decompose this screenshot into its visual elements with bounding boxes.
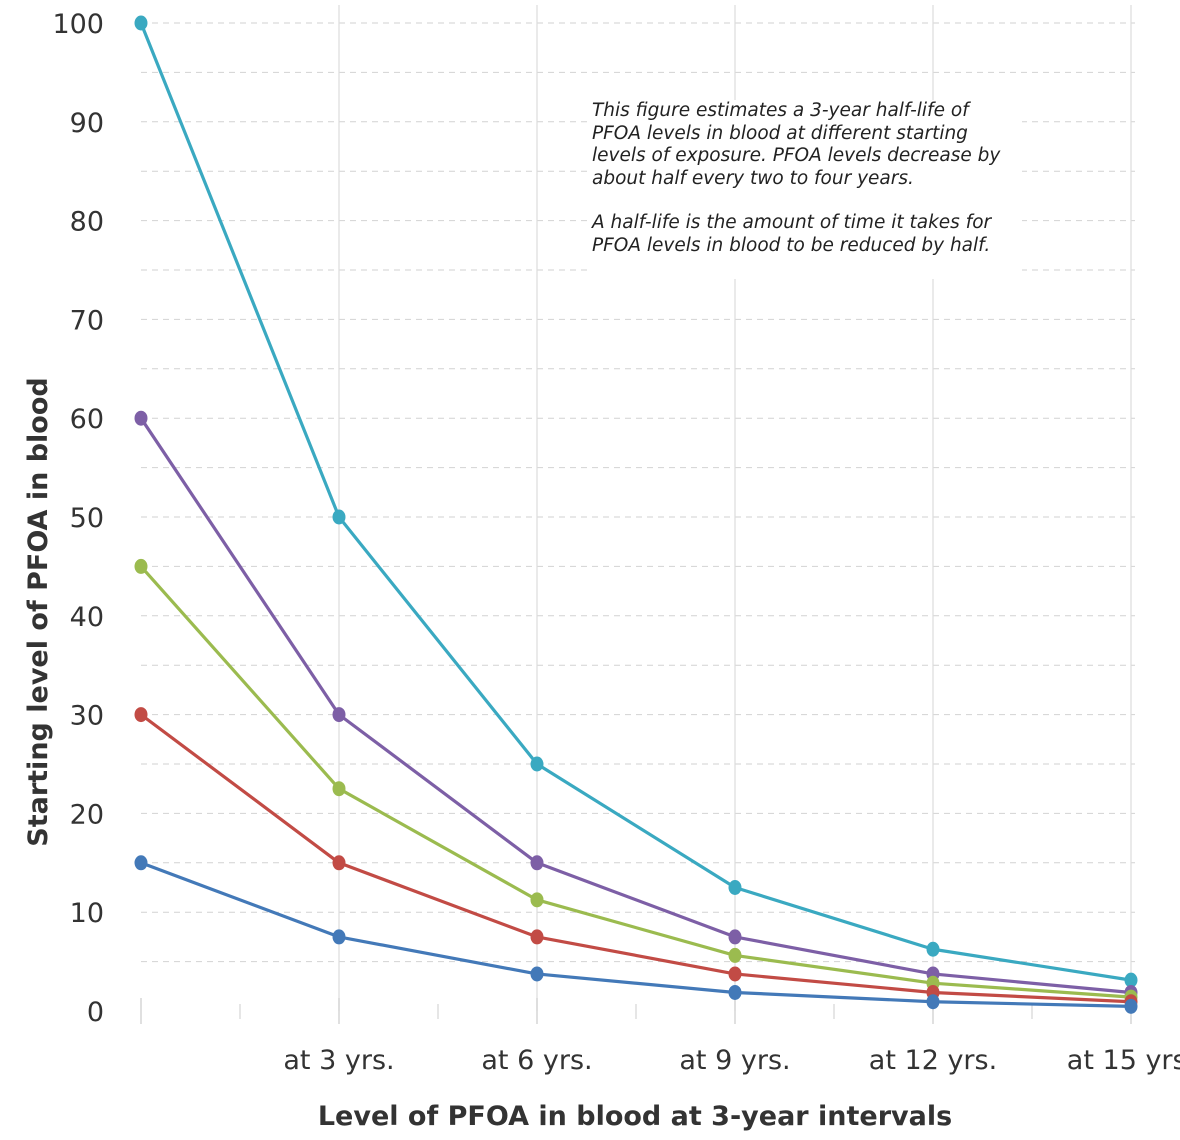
series-line	[139, 22, 1132, 982]
data-point	[134, 15, 148, 31]
y-tick-label: 40	[70, 602, 104, 633]
x-tick-label: at 6 yrs.	[481, 1045, 592, 1076]
y-tick-label: 60	[70, 404, 104, 435]
y-tick-label: 10	[70, 898, 104, 929]
x-tick-label: at 15 yrs.	[1067, 1045, 1180, 1076]
series-line	[140, 713, 1132, 1004]
series-line	[139, 417, 1132, 995]
series-lines	[134, 15, 1138, 1014]
data-point	[332, 707, 346, 723]
x-tick-label: at 9 yrs.	[679, 1045, 790, 1076]
annotation-note: This figure estimates a 3-year half-life…	[592, 100, 1022, 279]
data-point	[134, 410, 148, 426]
data-point	[1124, 998, 1138, 1014]
series-1	[134, 15, 1138, 988]
series-5	[134, 855, 1138, 1014]
annotation-paragraph-1: This figure estimates a 3-year half-life…	[592, 100, 1001, 189]
x-axis-title: Level of PFOA in blood at 3-year interva…	[318, 1101, 952, 1132]
series-4	[134, 707, 1138, 1010]
data-point	[728, 984, 742, 1000]
y-axis-ticks: 0 10 20 30 40 50 60 70 80 90 100	[52, 9, 104, 1028]
y-tick-label: 20	[70, 799, 104, 830]
data-point	[332, 509, 346, 525]
y-tick-label: 30	[70, 701, 104, 732]
data-point	[530, 855, 544, 871]
data-point	[1124, 972, 1138, 988]
data-point	[332, 929, 346, 945]
data-point	[728, 966, 742, 982]
data-point	[134, 558, 148, 574]
data-point	[728, 880, 742, 895]
y-tick-label: 100	[52, 9, 104, 40]
x-axis: at 3 yrs. at 6 yrs. at 9 yrs. at 12 yrs. at …	[140, 998, 1180, 1076]
y-axis-title: Starting level of PFOA in blood	[23, 377, 54, 846]
series-3	[134, 558, 1138, 1005]
y-tick-label: 70	[70, 305, 104, 336]
data-point	[134, 855, 148, 871]
data-point	[332, 781, 346, 797]
data-point	[332, 855, 346, 871]
y-tick-label: 80	[70, 207, 104, 238]
data-point	[530, 756, 544, 772]
y-tick-label: 90	[70, 108, 104, 139]
x-tick-label: at 12 yrs.	[869, 1045, 997, 1076]
data-point	[530, 929, 544, 945]
data-point	[926, 994, 940, 1010]
annotation-paragraph-2: A half-life is the amount of time it tak…	[592, 212, 992, 256]
data-point	[530, 892, 544, 908]
series-line	[140, 861, 1132, 1008]
y-tick-label: 50	[70, 503, 104, 534]
data-point	[728, 947, 742, 963]
data-point	[134, 707, 148, 723]
x-tick-label: at 3 yrs.	[283, 1045, 394, 1076]
y-tick-label: 0	[87, 997, 104, 1028]
series-2	[134, 410, 1138, 1000]
data-point	[926, 941, 940, 957]
data-point	[728, 929, 742, 945]
series-line	[139, 565, 1132, 999]
data-point	[530, 966, 544, 982]
